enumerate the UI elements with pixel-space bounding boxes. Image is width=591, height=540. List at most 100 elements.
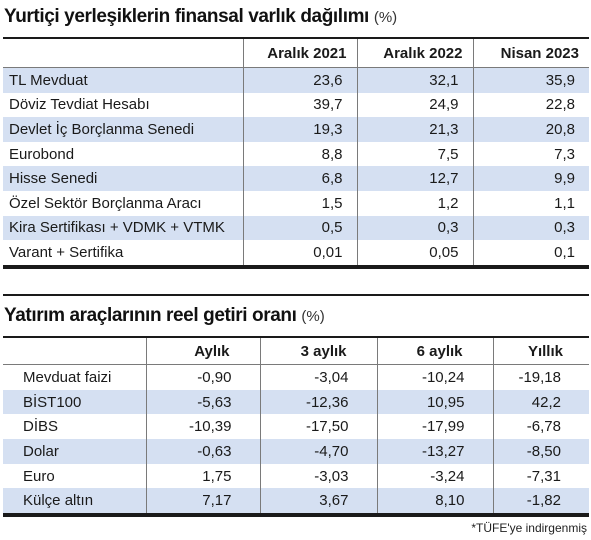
column-header-yillik: Yıllık	[492, 338, 589, 365]
cell-value: 8,8	[242, 141, 357, 167]
column-header-aylik: Aylık	[145, 338, 260, 365]
row-label: Eurobond	[3, 141, 243, 167]
table-row: Euro 1,75 -3,03 -3,24 -7,31	[3, 463, 589, 489]
row-label: Varant + Sertifika	[3, 240, 243, 265]
cell-value: 12,7	[356, 166, 473, 191]
cell-value: 0,5	[242, 215, 357, 241]
table-row: TL Mevduat 23,6 32,1 35,9	[3, 67, 589, 93]
cell-value: 24,9	[356, 92, 473, 118]
cell-value: 35,9	[472, 67, 589, 93]
asset-distribution-title-text: Yurtiçi yerleşiklerin finansal varlık da…	[4, 6, 369, 27]
column-header-3-aylik: 3 aylık	[259, 338, 377, 365]
cell-value: 9,9	[472, 166, 589, 191]
asset-distribution-title: Yurtiçi yerleşiklerin finansal varlık da…	[4, 6, 397, 28]
cell-value: -19,18	[492, 364, 589, 390]
cell-value: 22,8	[472, 92, 589, 118]
column-header-aralik-2021: Aralık 2021	[242, 39, 357, 68]
table-row: Eurobond 8,8 7,5 7,3	[3, 141, 589, 167]
row-label: TL Mevduat	[3, 67, 243, 93]
row-label: Devlet İç Borçlanma Senedi	[3, 117, 243, 142]
asset-distribution-header-row: Aralık 2021 Aralık 2022 Nisan 2023	[3, 39, 589, 68]
cell-value: 0,1	[472, 240, 589, 265]
real-return-header-row: Aylık 3 aylık 6 aylık Yıllık	[3, 338, 589, 365]
real-return-title-text: Yatırım araçlarının reel getiri oranı	[4, 305, 297, 326]
cell-value: 0,01	[242, 240, 357, 265]
asset-distribution-header-blank	[3, 39, 243, 68]
asset-distribution-unit: (%)	[373, 9, 398, 26]
cell-value: -17,50	[259, 414, 377, 440]
table-row: BİST100 -5,63 -12,36 10,95 42,2	[3, 389, 589, 415]
row-label: Özel Sektör Borçlanma Aracı	[3, 190, 243, 216]
table-row: Dolar -0,63 -4,70 -13,27 -8,50	[3, 439, 589, 464]
column-header-6-aylik: 6 aylık	[376, 338, 493, 365]
asset-distribution-table: Aralık 2021 Aralık 2022 Nisan 2023 TL Me…	[3, 39, 589, 265]
real-return-bottom-rule	[3, 513, 589, 517]
cell-value: -1,82	[492, 488, 589, 514]
asset-distribution-bottom-rule	[3, 265, 589, 269]
row-label: BİST100	[3, 389, 146, 415]
real-return-top-rule	[3, 336, 589, 338]
real-return-unit: (%)	[301, 308, 325, 325]
row-label: DİBS	[3, 414, 146, 440]
row-label: Hisse Senedi	[3, 166, 243, 191]
cell-value: -12,36	[259, 389, 377, 415]
table-row: Mevduat faizi -0,90 -3,04 -10,24 -19,18	[3, 364, 589, 390]
row-label: Dolar	[3, 439, 146, 464]
cell-value: 0,05	[356, 240, 473, 265]
cell-value: 1,1	[472, 190, 589, 216]
cell-value: -4,70	[259, 439, 377, 464]
cell-value: -7,31	[492, 463, 589, 489]
row-label: Euro	[3, 463, 146, 489]
table-row: Özel Sektör Borçlanma Aracı 1,5 1,2 1,1	[3, 190, 589, 216]
cell-value: -0,63	[145, 439, 260, 464]
cell-value: 1,75	[145, 463, 260, 489]
real-return-top-divider	[3, 294, 589, 296]
row-label: Külçe altın	[3, 488, 146, 514]
cell-value: 0,3	[472, 215, 589, 241]
cell-value: -3,03	[259, 463, 377, 489]
cell-value: 6,8	[242, 166, 357, 191]
cell-value: 1,2	[356, 190, 473, 216]
table-row: DİBS -10,39 -17,50 -17,99 -6,78	[3, 414, 589, 440]
cell-value: 10,95	[376, 389, 493, 415]
real-return-table: Aylık 3 aylık 6 aylık Yıllık Mevduat fai…	[3, 338, 589, 514]
cell-value: -3,24	[376, 463, 493, 489]
asset-distribution-top-rule	[3, 37, 589, 39]
real-return-header-blank	[3, 338, 146, 365]
real-return-title: Yatırım araçlarının reel getiri oranı (%…	[4, 305, 325, 327]
column-header-aralik-2022: Aralık 2022	[356, 39, 473, 68]
cell-value: 19,3	[242, 117, 357, 142]
column-header-nisan-2023: Nisan 2023	[472, 39, 589, 68]
cell-value: -5,63	[145, 389, 260, 415]
cell-value: -10,24	[376, 364, 493, 390]
cell-value: -17,99	[376, 414, 493, 440]
cell-value: 7,17	[145, 488, 260, 514]
table-row: Döviz Tevdiat Hesabı 39,7 24,9 22,8	[3, 92, 589, 118]
cell-value: 7,5	[356, 141, 473, 167]
cell-value: -8,50	[492, 439, 589, 464]
cell-value: -6,78	[492, 414, 589, 440]
row-label: Döviz Tevdiat Hesabı	[3, 92, 243, 118]
cell-value: 1,5	[242, 190, 357, 216]
cell-value: -13,27	[376, 439, 493, 464]
footnote: *TÜFE'ye indirgenmiş	[471, 521, 587, 535]
cell-value: 20,8	[472, 117, 589, 142]
cell-value: 8,10	[376, 488, 493, 514]
cell-value: -0,90	[145, 364, 260, 390]
cell-value: 23,6	[242, 67, 357, 93]
cell-value: 32,1	[356, 67, 473, 93]
cell-value: 3,67	[259, 488, 377, 514]
row-label: Kira Sertifikası + VDMK + VTMK	[3, 215, 243, 241]
cell-value: -3,04	[259, 364, 377, 390]
cell-value: -10,39	[145, 414, 260, 440]
cell-value: 42,2	[492, 389, 589, 415]
table-row: Varant + Sertifika 0,01 0,05 0,1	[3, 240, 589, 265]
table-row: Devlet İç Borçlanma Senedi 19,3 21,3 20,8	[3, 117, 589, 142]
table-row: Kira Sertifikası + VDMK + VTMK 0,5 0,3 0,3	[3, 215, 589, 241]
cell-value: 21,3	[356, 117, 473, 142]
table-row: Hisse Senedi 6,8 12,7 9,9	[3, 166, 589, 191]
cell-value: 39,7	[242, 92, 357, 118]
cell-value: 0,3	[356, 215, 473, 241]
table-row: Külçe altın 7,17 3,67 8,10 -1,82	[3, 488, 589, 514]
row-label: Mevduat faizi	[3, 364, 146, 390]
